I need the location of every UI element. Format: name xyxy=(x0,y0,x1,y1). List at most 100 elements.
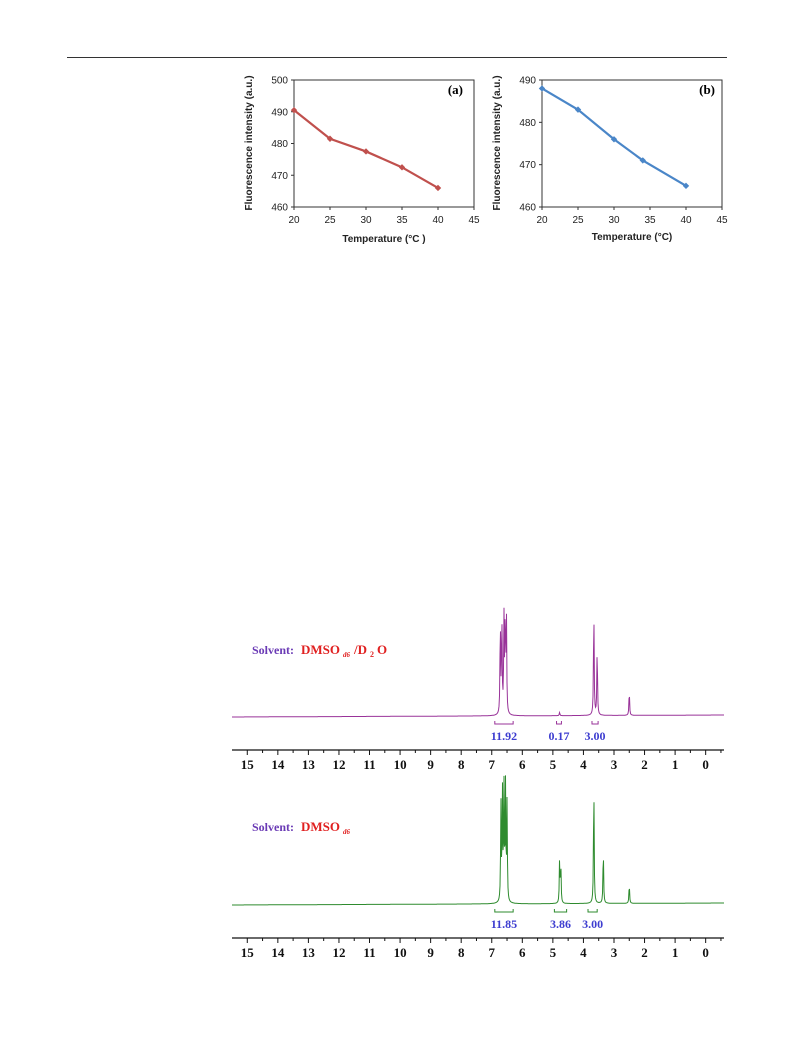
nmr-bottom-axis-label: 0 xyxy=(702,945,709,960)
nmr-bottom-axis-label: 13 xyxy=(302,945,316,960)
nmr-bottom-integral-value: 11.85 xyxy=(491,917,517,931)
nmr-bottom-axis-label: 14 xyxy=(271,945,285,960)
nmr-bottom-axis-label: 10 xyxy=(394,945,407,960)
nmr-top-axis-label: 7 xyxy=(489,757,496,772)
nmr-top-axis-label: 13 xyxy=(302,757,316,772)
nmr-bottom-integral-bracket xyxy=(587,909,598,913)
chart-b-xtick-label: 30 xyxy=(608,215,620,226)
nmr-top-axis-label: 12 xyxy=(332,757,345,772)
nmr-top-axis-label: 2 xyxy=(641,757,648,772)
chart-a-yticks: 460 470 480 490 500 xyxy=(271,76,294,214)
chart-b-plot-frame xyxy=(541,79,723,208)
chart-b-ytick-label: 480 xyxy=(519,118,536,129)
nmr-bottom-integral-bracket xyxy=(494,909,514,913)
chart-b-yticks: 460 470 480 490 xyxy=(519,76,542,214)
chart-b-xtick-label: 25 xyxy=(572,215,584,226)
nmr-bottom-axis-label: 2 xyxy=(641,945,648,960)
chart-b-ylabel: Fluorescence intensity (a.u.) xyxy=(492,75,503,210)
nmr-figure: Solvent: DMSO d6 /D 2 O 11.92 0.17 3.00 15… xyxy=(232,607,724,960)
nmr-top-integral-value: 11.92 xyxy=(491,729,517,743)
nmr-bottom-integrals: 11.85 3.86 3.00 xyxy=(491,909,603,931)
nmr-bottom-axis-label: 4 xyxy=(580,945,587,960)
nmr-top-axis-label: 10 xyxy=(394,757,407,772)
nmr-bottom-axis-label: 15 xyxy=(241,945,255,960)
chart-a-plot-frame xyxy=(293,79,475,208)
nmr-bottom-integral-value: 3.86 xyxy=(550,917,571,931)
chart-a-data-point xyxy=(362,148,370,155)
chart-b-data-point xyxy=(682,182,690,190)
nmr-bottom-axis-label: 9 xyxy=(427,945,434,960)
nmr-bottom-trace xyxy=(232,775,724,906)
solvent-prefix: Solvent: xyxy=(252,643,294,657)
nmr-top-axis: 15 14 13 12 11 10 9 8 7 6 5 4 3 2 1 0 xyxy=(232,749,724,772)
chart-a-marks xyxy=(290,106,442,192)
nmr-top-integral-bracket xyxy=(556,721,562,725)
chart-a-ytick-label: 500 xyxy=(271,76,288,87)
chart-a-panel-label: (a) xyxy=(448,82,463,97)
nmr-bottom-spectrum: Solvent: DMSO d6 11.85 3.86 3.00 15 14 13 12 1… xyxy=(232,775,724,960)
chart-a-ytick-label: 490 xyxy=(271,107,288,118)
chart-b-ytick-label: 470 xyxy=(519,160,536,171)
chart-a-xtick-label: 30 xyxy=(360,215,372,226)
nmr-top-axis-label: 11 xyxy=(363,757,375,772)
nmr-bottom-integral-value: 3.00 xyxy=(582,917,603,931)
nmr-top-integral-bracket xyxy=(494,721,514,725)
nmr-top-axis-label: 9 xyxy=(427,757,434,772)
nmr-top-integral-value: 3.00 xyxy=(585,729,606,743)
nmr-top-axis-label: 15 xyxy=(241,757,255,772)
chart-b-xtick-label: 45 xyxy=(716,215,728,226)
chart-b-xtick-label: 20 xyxy=(536,215,548,226)
nmr-bottom-integral-bracket xyxy=(553,909,568,913)
nmr-bottom-axis-label: 3 xyxy=(611,945,618,960)
chart-b-marks xyxy=(538,85,690,190)
nmr-bottom-axis-label: 7 xyxy=(489,945,496,960)
nmr-top-axis-label: 14 xyxy=(271,757,285,772)
solvent-subscript: d6 xyxy=(343,828,351,836)
nmr-top-axis-label: 4 xyxy=(580,757,587,772)
nmr-bottom-axis-label: 1 xyxy=(672,945,679,960)
chart-a-ytick-label: 470 xyxy=(271,171,288,182)
chart-a-data-point xyxy=(434,184,442,192)
solvent-subscript: d6 xyxy=(343,651,351,659)
chart-b-ytick-label: 490 xyxy=(519,76,536,87)
chart-a-data-point xyxy=(326,135,334,142)
nmr-top-trace xyxy=(232,607,724,718)
nmr-bottom-axis-label: 6 xyxy=(519,945,526,960)
nmr-top-integral-value: 0.17 xyxy=(548,729,569,743)
nmr-top-axis-label: 1 xyxy=(672,757,679,772)
nmr-bottom-axis-label: 11 xyxy=(363,945,375,960)
nmr-bottom-solvent-label: Solvent: DMSO d6 xyxy=(252,819,351,836)
chart-b-ytick-label: 460 xyxy=(519,203,536,214)
chart-b-data-point xyxy=(538,85,546,92)
chart-b-xlabel: Temperature (°C) xyxy=(592,232,673,243)
chart-a: 460 470 480 490 500 20 25 30 35 40 45 (a) Tempera… xyxy=(244,75,480,245)
nmr-top-axis-label: 6 xyxy=(519,757,526,772)
chart-b: 460 470 480 490 20 25 30 35 40 45 (b) Temperatur… xyxy=(492,75,728,243)
chart-a-ytick-label: 480 xyxy=(271,139,288,150)
chart-b-data-point xyxy=(610,136,618,143)
nmr-bottom-axis-label: 5 xyxy=(550,945,557,960)
nmr-top-axis-label: 0 xyxy=(702,757,709,772)
chart-b-data-point xyxy=(574,106,582,113)
nmr-top-solvent-label: Solvent: DMSO d6 /D 2 O xyxy=(252,642,387,660)
chart-b-panel-label: (b) xyxy=(699,82,715,97)
chart-b-xticks: 20 25 30 35 40 45 xyxy=(536,207,728,226)
chart-a-xtick-label: 25 xyxy=(324,215,336,226)
solvent-subscript-2: 2 xyxy=(370,650,374,659)
chart-a-data-point xyxy=(290,106,298,114)
nmr-top-axis-label: 3 xyxy=(611,757,618,772)
nmr-bottom-axis-label: 12 xyxy=(332,945,345,960)
nmr-top-spectrum: Solvent: DMSO d6 /D 2 O 11.92 0.17 3.00 15… xyxy=(232,607,724,772)
chart-a-data-point xyxy=(398,164,406,171)
chart-b-xtick-label: 40 xyxy=(680,215,692,226)
page-header-rule xyxy=(67,57,727,58)
nmr-top-axis-label: 5 xyxy=(550,757,557,772)
nmr-top-integral-bracket xyxy=(591,721,599,725)
nmr-top-axis-label: 8 xyxy=(458,757,465,772)
chart-a-xtick-label: 40 xyxy=(432,215,444,226)
nmr-top-integrals: 11.92 0.17 3.00 xyxy=(491,721,606,743)
solvent-name: DMSO xyxy=(301,819,340,834)
chart-a-ylabel: Fluorescence intensity (a.u.) xyxy=(244,75,255,210)
solvent-name: DMSO xyxy=(301,642,340,657)
chart-b-xtick-label: 35 xyxy=(644,215,656,226)
